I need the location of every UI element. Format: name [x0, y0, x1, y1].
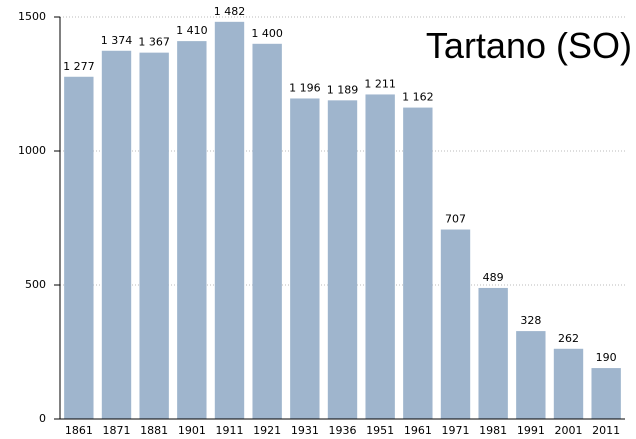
value-label: 1 367 [138, 36, 170, 49]
value-label: 262 [558, 332, 579, 345]
y-tick-label: 0 [39, 412, 46, 425]
value-label: 190 [596, 351, 617, 364]
value-label: 707 [445, 213, 466, 226]
x-tick-label: 1991 [517, 424, 545, 437]
x-tick-label: 1981 [479, 424, 507, 437]
x-tick-label: 1951 [366, 424, 394, 437]
value-label: 1 162 [402, 91, 434, 104]
bar [139, 52, 169, 419]
x-tick-label: 1931 [291, 424, 319, 437]
bar [252, 43, 282, 420]
value-label: 1 410 [176, 24, 208, 37]
value-label: 1 196 [289, 81, 321, 94]
value-label: 328 [520, 314, 541, 327]
x-tick-label: 1936 [329, 424, 357, 437]
x-tick-label: 2001 [555, 424, 583, 437]
x-tick-label: 1961 [404, 424, 432, 437]
bar [101, 50, 132, 419]
value-label: 1 211 [364, 77, 396, 90]
y-tick-label: 1000 [18, 144, 46, 157]
x-tick-label: 1861 [65, 424, 93, 437]
y-tick-label: 1500 [18, 10, 46, 23]
bar [290, 98, 320, 420]
value-label: 1 482 [214, 5, 246, 18]
x-tick-label: 1911 [216, 424, 244, 437]
x-tick-label: 1971 [442, 424, 470, 437]
bar [64, 76, 94, 419]
bar [516, 331, 546, 419]
value-label: 489 [483, 271, 504, 284]
value-label: 1 374 [101, 34, 133, 47]
x-tick-label: 1901 [178, 424, 206, 437]
bar [440, 229, 471, 419]
bar [365, 94, 395, 420]
bar [478, 287, 508, 419]
chart-title: Tartano (SO) [426, 25, 632, 66]
bar [553, 348, 584, 419]
bar [403, 107, 433, 420]
y-tick-label: 500 [25, 278, 46, 291]
bar [214, 21, 245, 419]
value-label: 1 400 [251, 27, 283, 40]
x-tick-label: 2011 [592, 424, 620, 437]
value-label: 1 189 [327, 83, 359, 96]
bar [177, 41, 207, 420]
bar [591, 368, 621, 419]
x-tick-label: 1921 [253, 424, 281, 437]
value-label: 1 277 [63, 60, 95, 73]
bar [327, 100, 358, 420]
x-tick-label: 1871 [103, 424, 131, 437]
x-tick-label: 1881 [140, 424, 168, 437]
